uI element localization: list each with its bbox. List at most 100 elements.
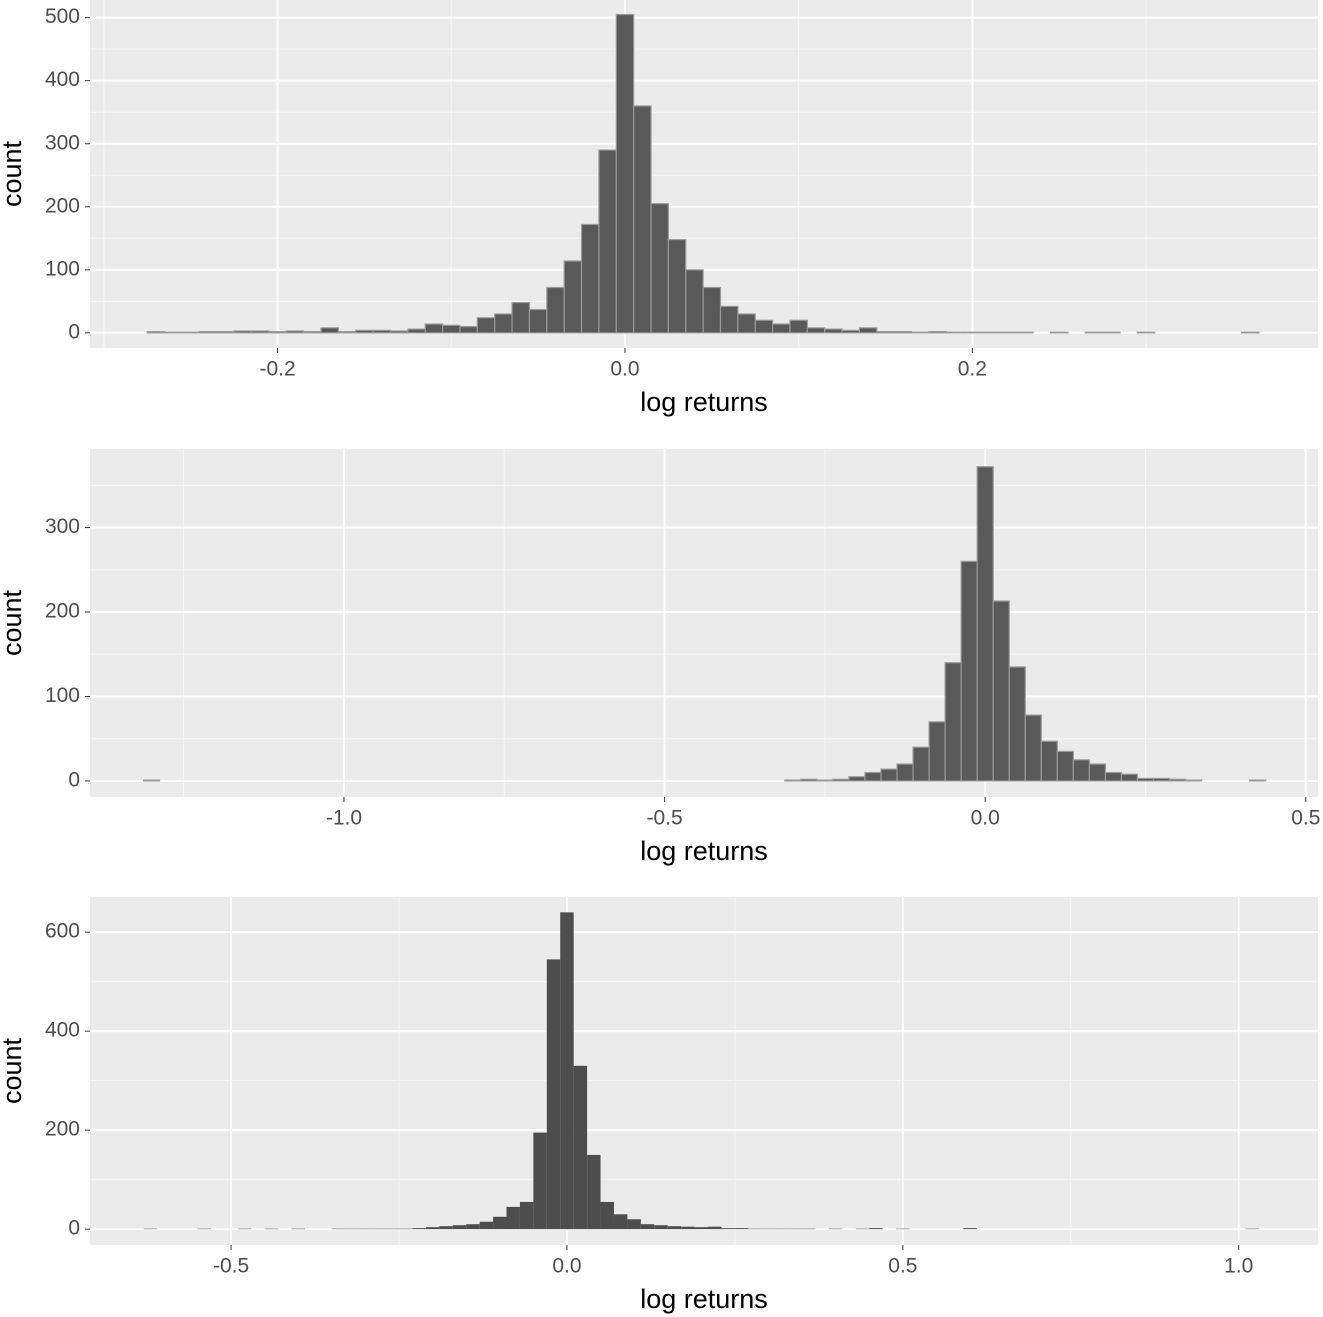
bar	[389, 330, 409, 334]
bar	[721, 1228, 735, 1230]
x-axis-title: log returns	[640, 836, 768, 866]
y-tick-label: 0	[68, 768, 80, 791]
y-axis-title: count	[0, 1037, 27, 1104]
y-tick-label: 400	[45, 1019, 80, 1042]
x-tick-label: -1.0	[326, 807, 362, 830]
x-axis-title: log returns	[640, 1284, 768, 1314]
bar	[784, 779, 802, 782]
y-tick-label: 400	[45, 68, 80, 91]
bar	[876, 331, 895, 334]
bar	[963, 331, 982, 334]
x-tick-label: 0.0	[552, 1255, 581, 1278]
y-tick-label: 0	[68, 320, 80, 343]
bar	[832, 778, 850, 782]
y-tick-label: 300	[45, 131, 80, 154]
bar	[164, 331, 183, 334]
bar	[708, 1226, 722, 1230]
bar	[1240, 331, 1260, 334]
x-tick-label: 0.0	[971, 807, 1000, 830]
bar	[654, 1225, 668, 1230]
bar	[633, 105, 652, 334]
bar	[1056, 750, 1074, 782]
y-tick-label: 100	[45, 684, 80, 707]
bar	[303, 331, 322, 334]
y-axis-title: count	[0, 589, 27, 656]
x-tick-label: -0.5	[213, 1255, 249, 1278]
y-tick-label: 200	[45, 600, 80, 623]
y-tick-label: 100	[45, 257, 80, 280]
bar	[613, 1214, 628, 1230]
bar	[896, 763, 914, 782]
bar	[250, 330, 270, 334]
bar	[880, 768, 898, 782]
bar	[372, 329, 392, 334]
bar	[944, 662, 962, 782]
plot-background	[90, 449, 1318, 797]
bar	[615, 13, 635, 334]
bar	[533, 1132, 547, 1230]
bar	[337, 331, 357, 334]
bar	[800, 778, 818, 782]
bar	[1040, 740, 1058, 782]
bar	[1136, 777, 1155, 782]
bar	[425, 1227, 440, 1230]
y-tick-label: 200	[45, 1118, 80, 1141]
bar	[268, 331, 287, 334]
bar	[910, 331, 930, 334]
bar	[494, 313, 513, 334]
bar	[560, 912, 574, 1230]
bar	[848, 776, 866, 782]
bar	[963, 1228, 977, 1230]
bar	[1120, 773, 1139, 782]
bar	[980, 331, 1000, 334]
bar	[945, 331, 965, 334]
bar	[459, 325, 478, 334]
y-tick-label: 600	[45, 920, 80, 943]
bar	[146, 331, 166, 334]
bar	[772, 323, 791, 334]
bar	[1104, 771, 1123, 782]
bar	[976, 466, 994, 782]
bar	[546, 286, 565, 334]
bar	[824, 328, 843, 334]
bar	[928, 721, 946, 782]
bar	[1008, 666, 1026, 782]
bar	[1088, 763, 1107, 782]
bar	[754, 319, 774, 334]
bar	[685, 269, 704, 334]
bar	[1136, 331, 1156, 334]
bar	[285, 330, 305, 334]
x-tick-label: 0.2	[958, 358, 987, 381]
bar	[1168, 778, 1187, 782]
bar	[627, 1219, 641, 1230]
bar	[864, 771, 882, 782]
bar	[587, 1154, 601, 1230]
bar	[1184, 779, 1203, 782]
bar	[816, 779, 834, 782]
x-tick-label: 0.5	[1291, 807, 1320, 830]
bar	[563, 260, 583, 334]
bar	[511, 302, 531, 334]
bar	[466, 1224, 480, 1230]
bar	[1152, 777, 1171, 782]
bar	[893, 331, 913, 334]
bar	[198, 331, 218, 334]
y-tick-label: 0	[68, 1217, 80, 1240]
bar	[997, 331, 1017, 334]
bar	[580, 223, 600, 334]
bar	[928, 331, 947, 334]
bar	[789, 319, 808, 334]
bar	[424, 323, 444, 334]
x-axis-title: log returns	[640, 387, 768, 417]
plot-background	[90, 897, 1318, 1245]
bar	[694, 1227, 709, 1230]
bar	[912, 746, 930, 782]
bar	[506, 1206, 520, 1230]
bar	[407, 328, 426, 334]
bar	[598, 149, 617, 334]
bar	[737, 313, 756, 334]
bar	[1015, 331, 1034, 334]
bar	[439, 1226, 453, 1230]
y-tick-label: 500	[45, 5, 80, 28]
